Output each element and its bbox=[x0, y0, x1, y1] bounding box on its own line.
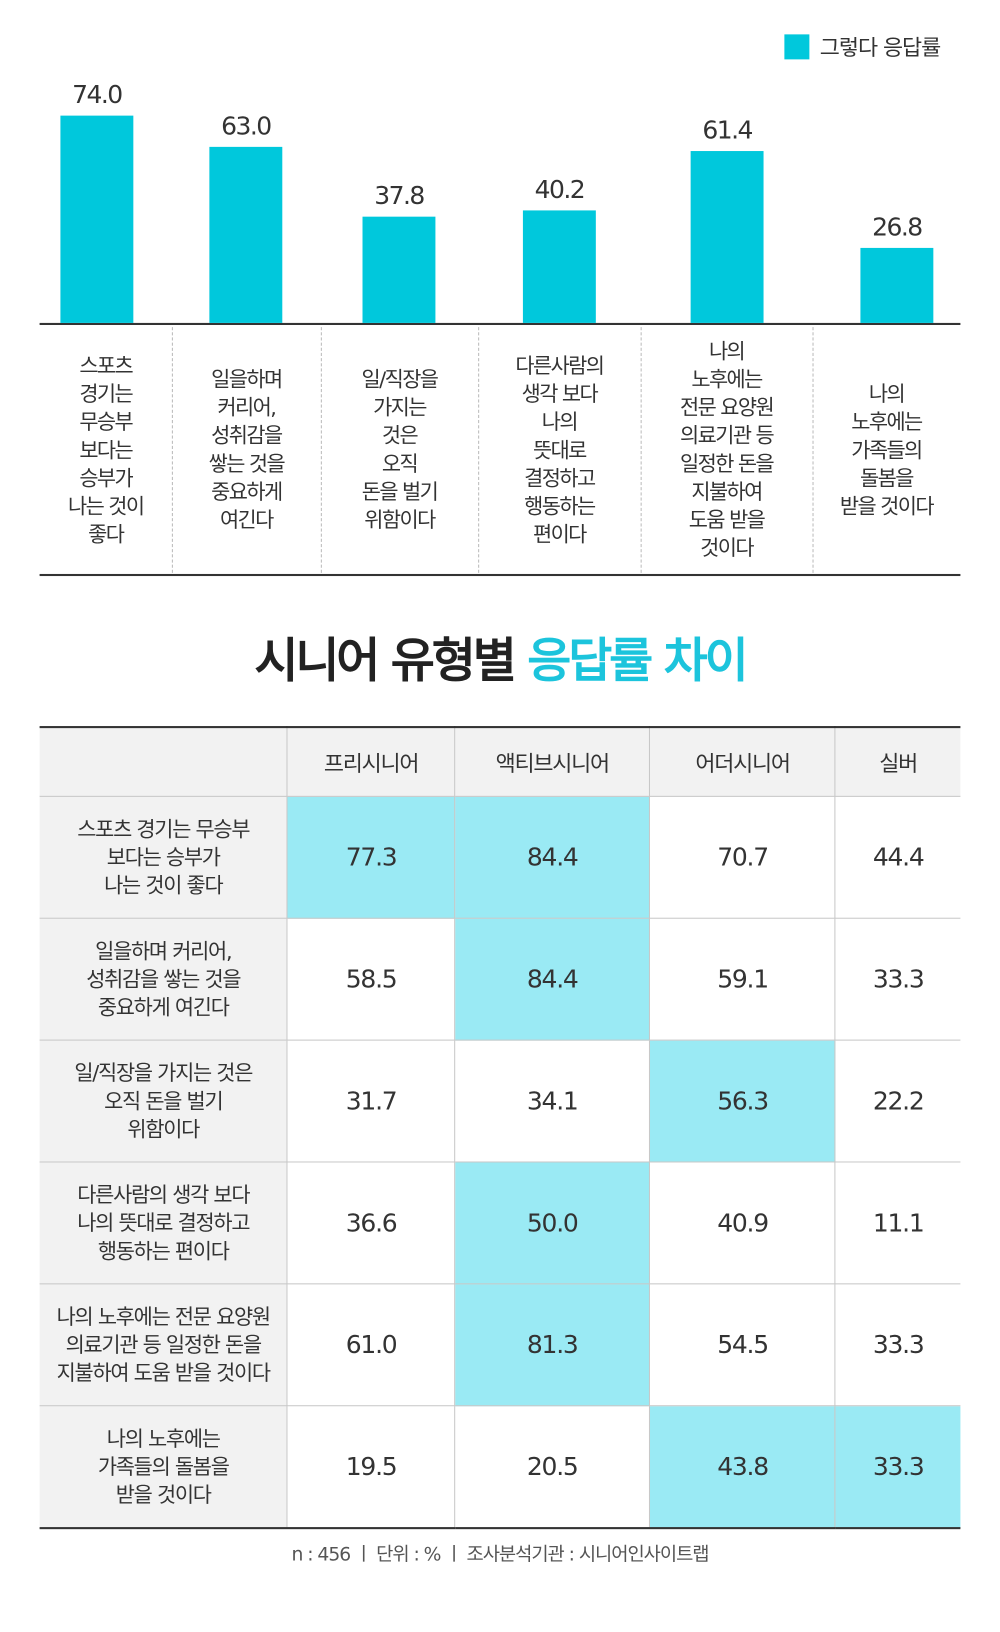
table-row: 일/직장을 가지는 것은 오직 돈을 벌기 위함이다 31.7 34.1 56.3 22… bbox=[39, 1039, 961, 1163]
data-label: 26.8 bbox=[872, 212, 923, 242]
table-cell: 20.5 bbox=[454, 1405, 651, 1530]
table-cell: 34.1 bbox=[454, 1039, 651, 1163]
row-label: 나의 노후에는 가족들의 돌봄을 받을 것이다 bbox=[39, 1405, 288, 1530]
category-divider bbox=[320, 327, 322, 573]
bar bbox=[522, 210, 596, 323]
column-header: 프리시니어 bbox=[286, 726, 456, 797]
table-cell: 22.2 bbox=[834, 1039, 961, 1163]
bar bbox=[362, 217, 436, 323]
category-label: 다른사람의 생각 보다 나의 뜻대로 결정하고 행동하는 편이다 bbox=[515, 352, 605, 547]
category-label: 나의 노후에는 전문 요양원 의료기관 등 일정한 돈을 지불하여 도움 받을 … bbox=[680, 338, 775, 561]
table-row: 스포츠 경기는 무승부 보다는 승부가 나는 것이 좋다 77.3 84.4 70.7… bbox=[39, 795, 961, 919]
category-label: 나의 노후에는 가족들의 돌봄을 받을 것이다 bbox=[839, 380, 935, 519]
table-cell: 50.0 bbox=[454, 1161, 651, 1285]
title-part2: 응답률 차이 bbox=[527, 632, 748, 689]
title-part1: 시니어 유형별 bbox=[254, 632, 528, 689]
label-bottom-line bbox=[39, 573, 961, 577]
table-cell: 77.3 bbox=[286, 795, 456, 919]
category-label: 일을하며 커리어, 성취감을 쌓는 것을 중요하게 여긴다 bbox=[208, 366, 286, 533]
table-cell: 61.0 bbox=[286, 1283, 456, 1407]
x-axis-line bbox=[39, 322, 961, 326]
table-cell: 56.3 bbox=[649, 1039, 836, 1163]
table-row: 나의 노후에는 전문 요양원 의료기관 등 일정한 돈을 지불하여 도움 받을 … bbox=[39, 1283, 961, 1407]
table-cell: 11.1 bbox=[834, 1161, 961, 1285]
bar bbox=[209, 146, 283, 323]
table-cell: 33.3 bbox=[834, 917, 961, 1041]
section-title: 시니어 유형별 응답률 차이 bbox=[0, 623, 1000, 692]
table-row: 다른사람의 생각 보다 나의 뜻대로 결정하고 행동하는 편이다 36.6 50.0… bbox=[39, 1161, 961, 1285]
row-label: 일/직장을 가지는 것은 오직 돈을 벌기 위함이다 bbox=[39, 1039, 288, 1163]
column-header: 어더시니어 bbox=[649, 726, 836, 797]
table-cell: 84.4 bbox=[454, 795, 651, 919]
row-label: 나의 노후에는 전문 요양원 의료기관 등 일정한 돈을 지불하여 도움 받을 … bbox=[39, 1283, 288, 1407]
table-cell: 19.5 bbox=[286, 1405, 456, 1530]
bar bbox=[690, 150, 764, 323]
data-label: 61.4 bbox=[702, 115, 753, 145]
table-header-row: 프리시니어 액티브시니어 어더시니어 실버 bbox=[39, 726, 961, 797]
category-divider bbox=[478, 327, 480, 573]
response-table: 프리시니어 액티브시니어 어더시니어 실버 스포츠 경기는 무승부 보다는 승부가 나… bbox=[39, 726, 961, 1530]
column-header: 실버 bbox=[834, 726, 961, 797]
data-label: 74.0 bbox=[72, 80, 123, 110]
row-label: 일을하며 커리어, 성취감을 쌓는 것을 중요하게 여긴다 bbox=[39, 917, 288, 1041]
table-cell: 54.5 bbox=[649, 1283, 836, 1407]
table-row: 일을하며 커리어, 성취감을 쌓는 것을 중요하게 여긴다 58.5 84.4 59.… bbox=[39, 917, 961, 1041]
footer-note: n : 456 ㅣ 단위 : % ㅣ 조사분석기관 : 시니어인사이트랩 bbox=[291, 1543, 709, 1566]
table-cell: 81.3 bbox=[454, 1283, 651, 1407]
legend-label: 그렇다 응답률 bbox=[819, 35, 941, 61]
table-cell: 31.7 bbox=[286, 1039, 456, 1163]
table-cell: 33.3 bbox=[834, 1405, 961, 1530]
table-cell: 36.6 bbox=[286, 1161, 456, 1285]
category-label: 일/직장을 가지는 것은 오직 돈을 벌기 위함이다 bbox=[361, 366, 439, 533]
bar bbox=[860, 247, 934, 323]
table-cell: 59.1 bbox=[649, 917, 836, 1041]
row-label: 다른사람의 생각 보다 나의 뜻대로 결정하고 행동하는 편이다 bbox=[39, 1161, 288, 1285]
category-divider bbox=[812, 327, 814, 573]
table-cell: 43.8 bbox=[649, 1405, 836, 1530]
data-label: 63.0 bbox=[221, 111, 272, 141]
table-cell: 58.5 bbox=[286, 917, 456, 1041]
table-cell: 70.7 bbox=[649, 795, 836, 919]
data-label: 37.8 bbox=[374, 181, 425, 211]
table-cell: 33.3 bbox=[834, 1283, 961, 1407]
column-header bbox=[39, 726, 288, 797]
data-label: 40.2 bbox=[534, 174, 586, 205]
column-header: 액티브시니어 bbox=[454, 726, 651, 797]
table-cell: 40.9 bbox=[649, 1161, 836, 1285]
legend: 그렇다 응답률 bbox=[784, 31, 941, 62]
table-cell: 44.4 bbox=[834, 795, 961, 919]
category-label: 스포츠 경기는 무승부 보다는 승부가 나는 것이 좋다 bbox=[67, 352, 145, 547]
table-cell: 84.4 bbox=[454, 917, 651, 1041]
table-row: 나의 노후에는 가족들의 돌봄을 받을 것이다 19.5 20.5 43.8 33.3 bbox=[39, 1405, 961, 1530]
bar bbox=[60, 115, 134, 323]
bar-chart: 74.0 스포츠 경기는 무승부 보다는 승부가 나는 것이 좋다 63.0 일을하며… bbox=[0, 0, 1000, 583]
category-divider bbox=[640, 327, 642, 573]
legend-swatch bbox=[784, 34, 810, 60]
category-divider bbox=[171, 327, 173, 573]
row-label: 스포츠 경기는 무승부 보다는 승부가 나는 것이 좋다 bbox=[39, 795, 288, 919]
